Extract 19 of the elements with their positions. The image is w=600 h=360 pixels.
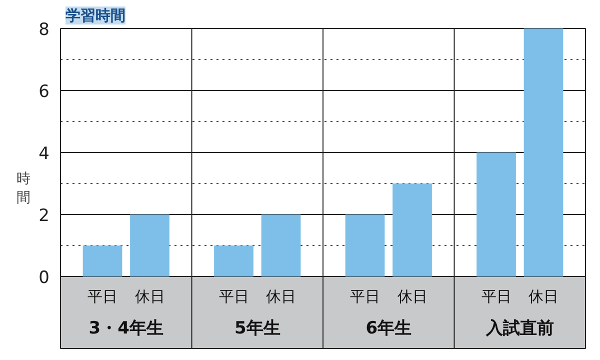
text: 5年生 — [234, 318, 280, 338]
y-tick-label: 4 — [38, 144, 50, 164]
text: 3・4年生 — [88, 318, 164, 338]
x-tick-label: 平日 — [88, 288, 118, 306]
y-tick-label: 6 — [38, 82, 50, 102]
y-axis-title: 時間 — [16, 170, 31, 206]
chart-title: 学習時間 — [66, 6, 126, 24]
x-tick-label: 休日 — [134, 288, 165, 306]
y-tick-label: 2 — [38, 206, 50, 226]
x-tick-label: 休日 — [397, 288, 428, 306]
text: 入試直前 — [484, 318, 554, 338]
text: 6年生 — [366, 318, 412, 338]
x-tick-label: 休日 — [528, 288, 558, 306]
x-tick-label: 休日 — [266, 288, 296, 306]
y-tick-label: 8 — [38, 20, 50, 40]
x-tick-label: 平日 — [481, 288, 512, 306]
x-tick-label: 平日 — [350, 288, 380, 306]
x-tick-label: 平日 — [218, 288, 249, 306]
y-tick-label: 0 — [38, 268, 50, 288]
